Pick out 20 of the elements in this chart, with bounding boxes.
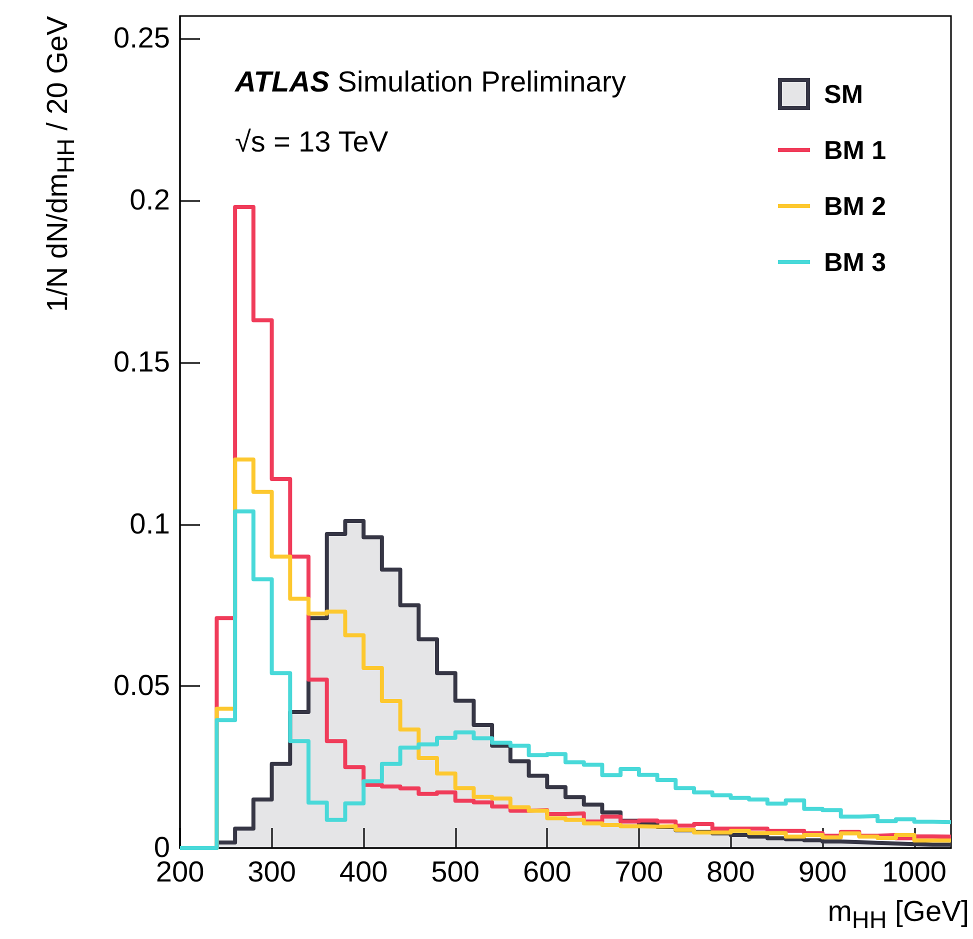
x-axis-title: m$_{HH}$ [GeV] — [828, 896, 969, 934]
y-tick-label: 0.1 — [130, 508, 170, 540]
legend-label: BM 1 — [824, 134, 886, 166]
legend-label: SM — [824, 78, 863, 110]
x-tick-label: 800 — [706, 856, 755, 888]
y-tick-label: 0.15 — [114, 346, 170, 378]
x-tick-label: 500 — [431, 856, 480, 888]
x-tick-label: 700 — [614, 856, 664, 888]
x-tick-label: 1000 — [882, 856, 947, 888]
annotation: ATLAS Simulation Preliminary — [234, 66, 627, 98]
x-tick-label: 300 — [248, 856, 296, 888]
legend-label: BM 2 — [824, 190, 886, 222]
annotation: √s = 13 TeV — [235, 126, 389, 158]
y-tick-label: 0.05 — [114, 670, 170, 702]
y-tick-label: 0.25 — [114, 22, 170, 55]
y-tick-label: 0.2 — [130, 184, 170, 217]
x-tick-label: 900 — [798, 856, 847, 888]
x-tick-label: 400 — [339, 856, 388, 888]
x-tick-label: 600 — [522, 856, 572, 888]
legend-label: BM 3 — [824, 246, 886, 278]
